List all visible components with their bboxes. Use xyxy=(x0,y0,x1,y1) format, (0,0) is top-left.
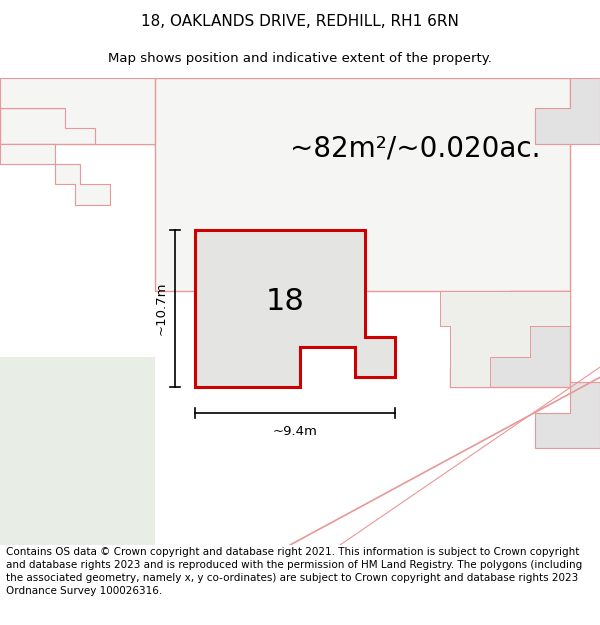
Text: Contains OS data © Crown copyright and database right 2021. This information is : Contains OS data © Crown copyright and d… xyxy=(6,547,582,596)
Polygon shape xyxy=(0,78,155,144)
Polygon shape xyxy=(535,78,600,144)
Text: ~10.7m: ~10.7m xyxy=(155,282,167,336)
Polygon shape xyxy=(0,78,155,144)
Text: 18, OAKLANDS DRIVE, REDHILL, RH1 6RN: 18, OAKLANDS DRIVE, REDHILL, RH1 6RN xyxy=(141,14,459,29)
Text: Map shows position and indicative extent of the property.: Map shows position and indicative extent… xyxy=(108,52,492,65)
Polygon shape xyxy=(0,357,155,545)
Polygon shape xyxy=(535,382,600,449)
Polygon shape xyxy=(440,291,570,388)
Polygon shape xyxy=(0,144,110,204)
Polygon shape xyxy=(450,291,570,388)
Text: ~82m²/~0.020ac.: ~82m²/~0.020ac. xyxy=(290,134,541,162)
Polygon shape xyxy=(195,230,395,388)
Text: 18: 18 xyxy=(266,287,304,316)
Text: ~9.4m: ~9.4m xyxy=(272,424,317,438)
Polygon shape xyxy=(155,78,570,291)
